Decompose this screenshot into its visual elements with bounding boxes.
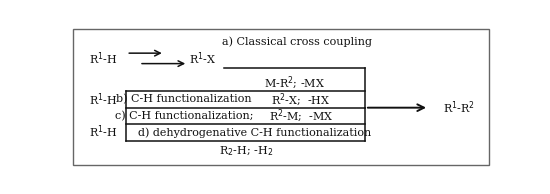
Text: R$^1$-X: R$^1$-X xyxy=(189,51,217,68)
Text: R$_2$-H; -H$_2$: R$_2$-H; -H$_2$ xyxy=(218,144,273,158)
Text: R$^1$-R$^2$: R$^1$-R$^2$ xyxy=(443,99,475,116)
Text: R$^1$-H: R$^1$-H xyxy=(89,123,117,140)
Text: R$^1$-H: R$^1$-H xyxy=(89,51,117,68)
Text: M-R$^2$; -MX: M-R$^2$; -MX xyxy=(264,75,325,91)
Text: a) Classical cross coupling: a) Classical cross coupling xyxy=(222,37,372,47)
Text: d) dehydrogenative C-H functionalization: d) dehydrogenative C-H functionalization xyxy=(138,127,371,138)
Text: c) C-H functionalization;: c) C-H functionalization; xyxy=(114,111,253,121)
Text: R$^2$-M;  -MX: R$^2$-M; -MX xyxy=(269,107,333,124)
Text: b) C-H functionalization: b) C-H functionalization xyxy=(116,94,252,105)
Text: R$^2$-X;  -HX: R$^2$-X; -HX xyxy=(271,91,331,108)
Text: R$^1$-H: R$^1$-H xyxy=(89,91,117,108)
